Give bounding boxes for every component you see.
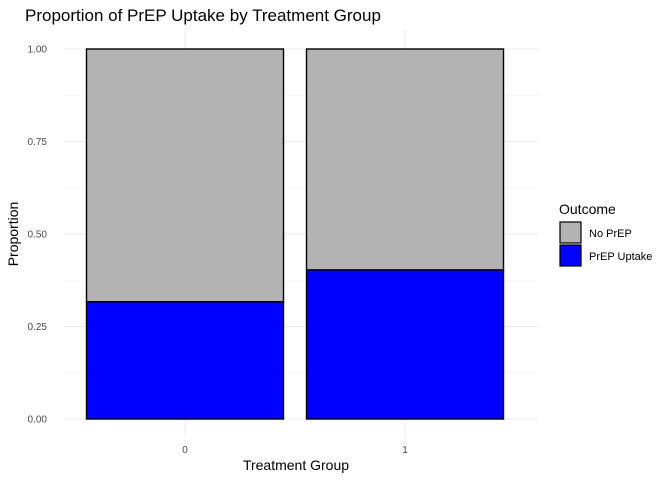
legend-title: Outcome	[559, 201, 616, 217]
chart-title: Proportion of PrEP Uptake by Treatment G…	[25, 6, 381, 25]
y-tick-label: 1.00	[28, 45, 48, 56]
y-tick-label: 0.25	[28, 322, 48, 333]
bar-no-prep-group-1	[305, 48, 505, 271]
y-tick-label: 0.00	[28, 415, 48, 426]
x-tick-label: 1	[402, 445, 408, 456]
bars	[85, 48, 505, 420]
bar-no-prep-group-0	[85, 48, 285, 303]
legend: Outcome No PrEP PrEP Uptake	[559, 201, 652, 267]
legend-label-prep-uptake: PrEP Uptake	[589, 251, 652, 263]
y-tick-label: 0.50	[28, 230, 48, 241]
y-tick-label: 0.75	[28, 137, 48, 148]
bar-prep-uptake-group-0	[85, 301, 285, 420]
y-tick-labels: 0.00 0.25 0.50 0.75 1.00	[28, 45, 48, 426]
legend-key-no-prep	[559, 221, 582, 244]
y-axis-title: Proportion	[5, 202, 21, 267]
x-tick-label: 0	[182, 445, 188, 456]
bar-prep-uptake-group-1	[305, 269, 505, 420]
legend-label-no-prep: No PrEP	[589, 228, 632, 240]
legend-key-prep-uptake	[559, 244, 582, 267]
x-axis-title: Treatment Group	[243, 457, 349, 473]
